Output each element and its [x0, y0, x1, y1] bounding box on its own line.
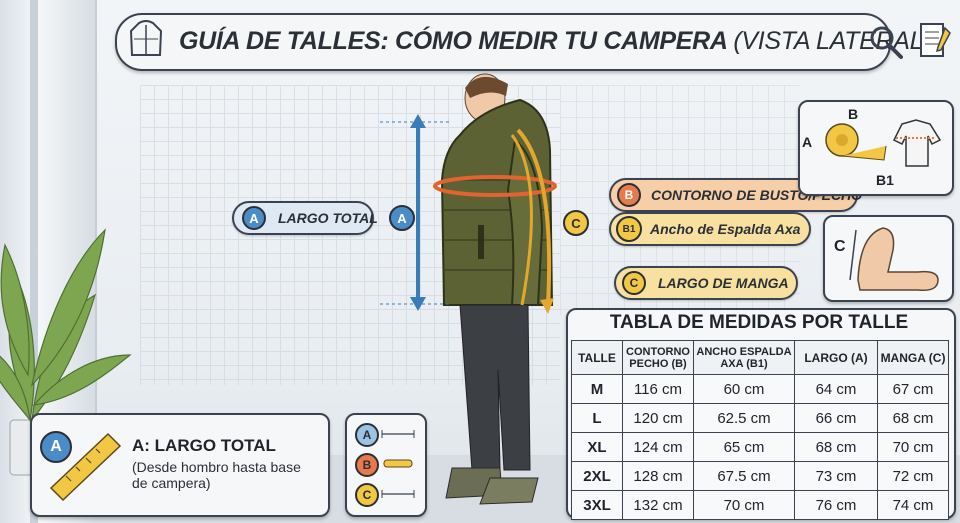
cell-ancho: 60 cm: [693, 374, 795, 404]
arm-icon: [849, 227, 939, 292]
header-ancho-espalda: ANCHO ESPALDA AXA (B1): [693, 340, 795, 375]
label-largo-manga-text: LARGO DE MANGA: [658, 275, 789, 291]
table-row: 3XL 132 cm 70 cm 76 cm 74 cm: [571, 490, 949, 520]
cell-manga: 68 cm: [877, 403, 949, 433]
cell-contorno: 128 cm: [622, 461, 694, 491]
cell-size: 2XL: [571, 461, 623, 491]
label-largo-total-text: LARGO TOTAL: [278, 210, 378, 226]
document-icon[interactable]: [917, 20, 953, 60]
cell-size: M: [571, 374, 623, 404]
cell-size: 3XL: [571, 490, 623, 520]
diagram-b-bottom-label: B1: [876, 172, 894, 188]
badge-b: B: [617, 183, 641, 207]
legend-badge-a: A: [40, 431, 72, 463]
cell-manga: 72 cm: [877, 461, 949, 491]
badge-c: C: [622, 271, 646, 295]
window-bar: [30, 0, 38, 523]
cell-manga: 74 cm: [877, 490, 949, 520]
measurement-arrows: [380, 114, 557, 314]
diagram-b-top-label: B: [848, 106, 859, 122]
cell-size: XL: [571, 432, 623, 462]
cell-contorno: 120 cm: [622, 403, 694, 433]
cell-largo: 73 cm: [794, 461, 878, 491]
size-table: TALLE CONTORNO PECHO (B) ANCHO ESPALDA A…: [571, 340, 949, 520]
cell-largo: 76 cm: [794, 490, 878, 520]
table-row: 2XL 128 cm 67.5 cm 73 cm 72 cm: [571, 461, 949, 491]
header-contorno: CONTORNO PECHO (B): [622, 340, 694, 375]
marker-c: C: [563, 210, 589, 236]
diagram-b-left-label: A: [802, 134, 813, 150]
diagram-c-label: C: [834, 238, 846, 255]
person-jacket-illustration: [440, 73, 554, 505]
cell-ancho: 62.5 cm: [693, 403, 795, 433]
label-ancho-espalda-text: Ancho de Espalda Axa: [650, 221, 801, 237]
search-icon[interactable]: [868, 24, 904, 60]
badge-a: A: [242, 206, 266, 230]
label-ancho-espalda: B1 Ancho de Espalda Axa: [609, 212, 811, 246]
mini-legend-c: C: [355, 483, 379, 507]
cell-contorno: 116 cm: [622, 374, 694, 404]
table-row: M 116 cm 60 cm 64 cm 67 cm: [571, 374, 949, 404]
cell-contorno: 124 cm: [622, 432, 694, 462]
label-largo-manga: C LARGO DE MANGA: [614, 266, 798, 300]
cell-contorno: 132 cm: [622, 490, 694, 520]
badge-b1: B1: [616, 216, 642, 242]
size-table-header-row: TALLE CONTORNO PECHO (B) ANCHO ESPALDA A…: [571, 340, 949, 375]
size-table-title: TABLA DE MEDIDAS POR TALLE: [609, 312, 909, 333]
cell-largo: 66 cm: [794, 403, 878, 433]
legend-description: (Desde hombro hasta base de campera): [132, 459, 301, 491]
page-title: GUÍA DE TALLES: CÓMO MEDIR TU CAMPERA (V…: [179, 27, 932, 55]
tape-measure-icon: [825, 119, 942, 167]
marker-a: A: [389, 205, 415, 231]
mini-legend-marks: [381, 430, 415, 498]
cell-manga: 70 cm: [877, 432, 949, 462]
header-manga: MANGA (C): [877, 340, 949, 375]
cell-ancho: 67.5 cm: [693, 461, 795, 491]
jacket-icon: [129, 20, 163, 56]
legend-title: A: LARGO TOTAL: [132, 436, 276, 455]
mini-legend-b: B: [355, 453, 379, 477]
label-largo-total: A LARGO TOTAL: [232, 201, 378, 235]
ruler-icon: [49, 432, 122, 502]
title-bar: GUÍA DE TALLES: CÓMO MEDIR TU CAMPERA (V…: [115, 13, 932, 71]
header-talle: TALLE: [571, 340, 623, 375]
cell-ancho: 65 cm: [693, 432, 795, 462]
cell-largo: 68 cm: [794, 432, 878, 462]
mini-legend-a: A: [355, 423, 379, 447]
cell-manga: 67 cm: [877, 374, 949, 404]
header-largo: LARGO (A): [794, 340, 878, 375]
cell-largo: 64 cm: [794, 374, 878, 404]
table-row: L 120 cm 62.5 cm 66 cm 68 cm: [571, 403, 949, 433]
cell-ancho: 70 cm: [693, 490, 795, 520]
cell-size: L: [571, 403, 623, 433]
table-row: XL 124 cm 65 cm 68 cm 70 cm: [571, 432, 949, 462]
